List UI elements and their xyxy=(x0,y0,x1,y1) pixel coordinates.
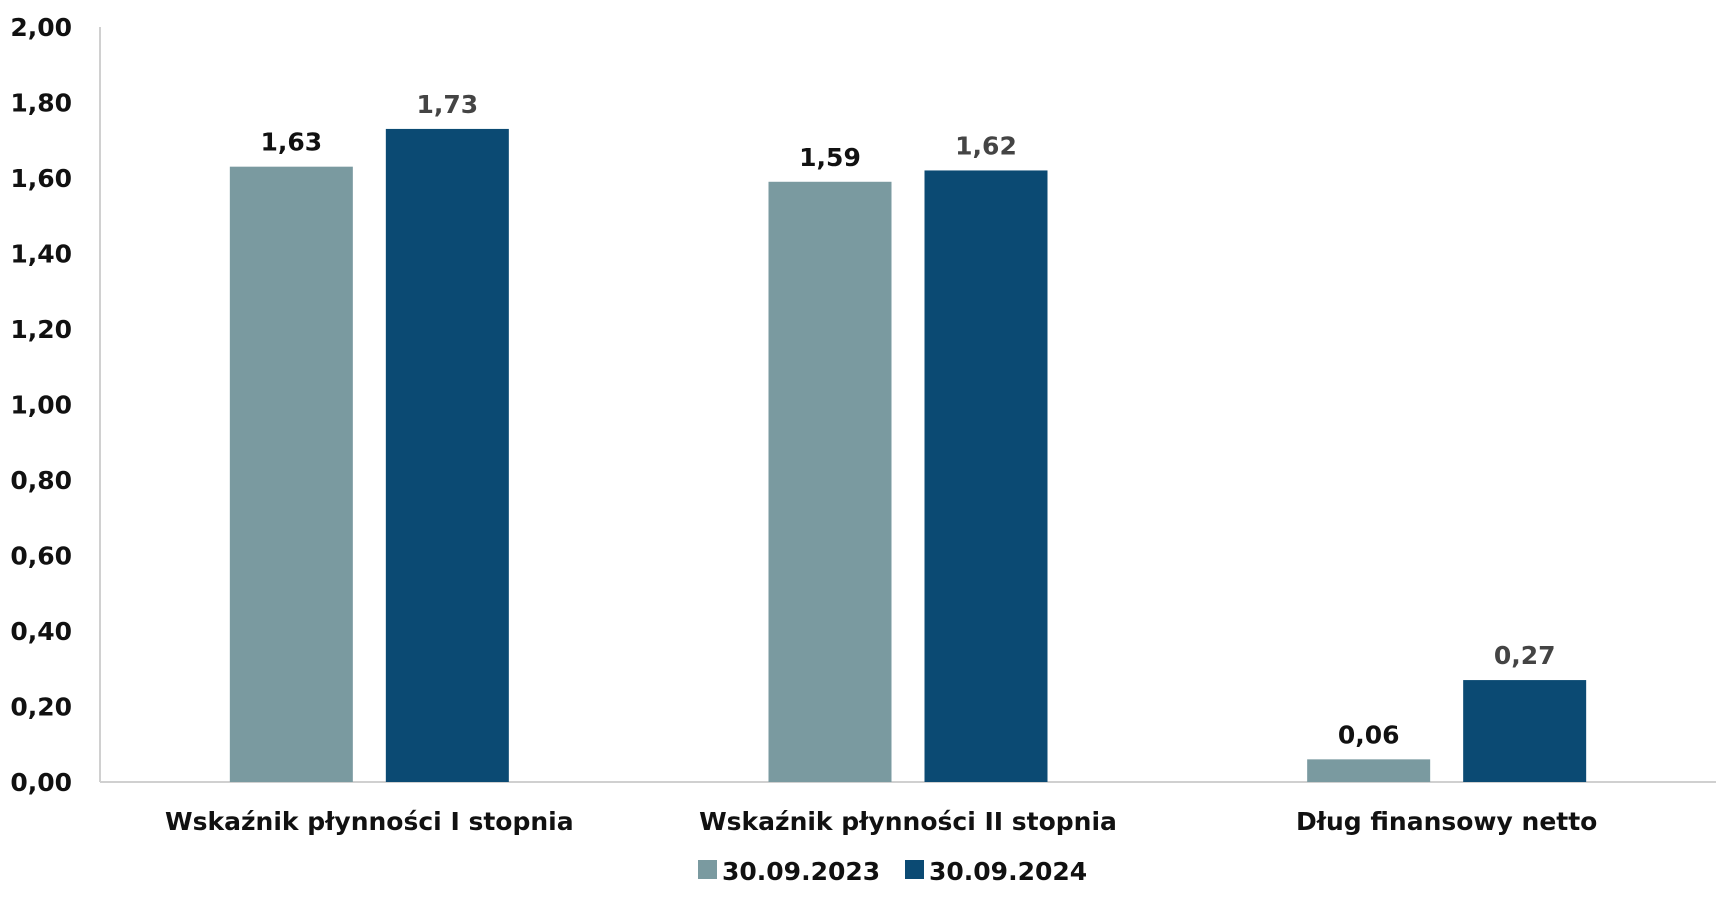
bar-series-2-cat-2 xyxy=(924,170,1048,782)
y-tick-label: 1,60 xyxy=(10,164,72,193)
bar-series-2-cat-3 xyxy=(1463,680,1587,782)
data-label: 1,59 xyxy=(799,143,861,172)
x-category-label: Dług finansowy netto xyxy=(1296,807,1597,836)
data-label: 1,73 xyxy=(416,90,478,119)
y-tick-label: 1,40 xyxy=(10,240,72,269)
y-tick-label: 0,40 xyxy=(10,617,72,646)
y-tick-label: 0,60 xyxy=(10,542,72,571)
legend-label: 30.09.2023 xyxy=(722,857,880,886)
x-category-label: Wskaźnik płynności I stopnia xyxy=(165,807,574,836)
legend-label: 30.09.2024 xyxy=(929,857,1087,886)
bar-series-1-cat-1 xyxy=(229,166,353,783)
axes xyxy=(99,27,1716,783)
y-tick-label: 1,00 xyxy=(10,391,72,420)
y-tick-label: 0,20 xyxy=(10,693,72,722)
data-labels: 1,63 1,73 1,59 1,62 0,06 0,27 xyxy=(260,90,1555,749)
legend-swatch xyxy=(905,860,924,879)
data-label: 0,27 xyxy=(1494,641,1556,670)
bars xyxy=(229,128,1587,783)
data-label: 1,63 xyxy=(260,128,322,157)
y-tick-label: 0,80 xyxy=(10,466,72,495)
x-category-label: Wskaźnik płynności II stopnia xyxy=(699,807,1117,836)
y-tick-label: 2,00 xyxy=(10,13,72,42)
bar-series-1-cat-2 xyxy=(768,181,892,782)
y-axis-ticks: 0,00 0,20 0,40 0,60 0,80 1,00 1,20 1,40 1,60 1,80… xyxy=(10,13,72,797)
y-tick-label: 0,00 xyxy=(10,768,72,797)
bar-series-2-cat-1 xyxy=(385,128,509,783)
category-labels: Wskaźnik płynności I stopnia Wskaźnik pły… xyxy=(165,807,1597,836)
y-tick-label: 1,80 xyxy=(10,89,72,118)
y-tick-label: 1,20 xyxy=(10,315,72,344)
data-label: 1,62 xyxy=(955,131,1017,160)
legend: 30.09.2023 30.09.2024 xyxy=(698,857,1087,886)
legend-swatch xyxy=(698,860,717,879)
data-label: 0,06 xyxy=(1338,720,1400,749)
bar-series-1-cat-3 xyxy=(1307,759,1431,782)
